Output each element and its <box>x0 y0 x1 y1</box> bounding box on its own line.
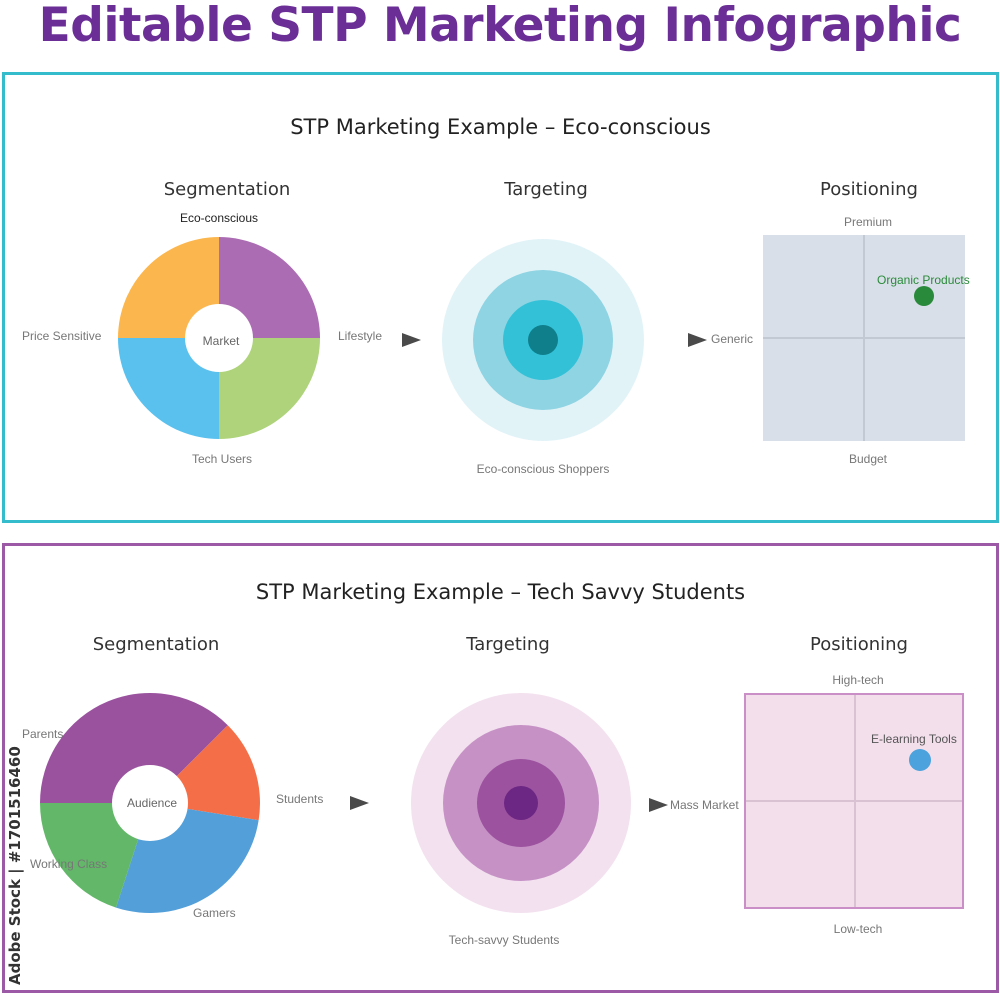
donut-slice-students <box>40 693 228 803</box>
segmentation-donut <box>118 237 320 439</box>
axis-label-bottom: Budget <box>848 452 888 466</box>
segment-label-top: Eco-conscious <box>179 211 259 225</box>
target-ring-4 <box>504 786 538 820</box>
axis-label-left: Mass Market <box>670 798 739 812</box>
segmentation-title: Segmentation <box>92 634 220 655</box>
target-label: Tech-savvy Students <box>448 933 560 947</box>
axis-label-top: High-tech <box>832 673 884 687</box>
segmentation-title: Segmentation <box>163 179 291 200</box>
donut-center-label: Market <box>202 334 240 348</box>
donut-hole <box>185 304 253 372</box>
axis-horizontal <box>763 337 965 339</box>
segment-label-left-bottom: Working Class <box>30 857 108 871</box>
panel-heading: STP Marketing Example – Eco-conscious <box>290 115 711 139</box>
targeting-title: Targeting <box>504 179 588 200</box>
target-label: Eco-conscious Shoppers <box>476 462 610 476</box>
segmentation-donut <box>40 693 260 913</box>
targeting-rings <box>442 239 644 441</box>
page-title: Editable STP Marketing Infographic <box>38 0 962 53</box>
position-marker <box>909 749 931 771</box>
positioning-title: Positioning <box>820 179 918 200</box>
panel-tech-savvy-students: STP Marketing Example – Tech Savvy Stude… <box>2 543 999 993</box>
positioning-map: Organic Products <box>763 235 970 441</box>
donut-slice-price-sensitive <box>118 237 219 338</box>
segment-label-left: Price Sensitive <box>22 329 102 343</box>
panel-heading: STP Marketing Example – Tech Savvy Stude… <box>255 580 746 604</box>
positioning-map: E-learning Tools <box>744 693 964 909</box>
targeting-title: Targeting <box>466 634 550 655</box>
positioning-title: Positioning <box>810 634 908 655</box>
segment-label-left-top: Parents <box>22 727 64 741</box>
arrow-icon <box>402 333 421 347</box>
watermark-text: Adobe Stock | #1701516460 <box>6 746 24 985</box>
target-ring-4 <box>528 325 558 355</box>
axis-label-bottom: Low-tech <box>833 922 883 936</box>
axis-horizontal <box>746 800 962 802</box>
arrow-icon <box>649 798 668 812</box>
panel-eco-conscious: STP Marketing Example – Eco-conscious Se… <box>2 72 999 523</box>
donut-slice-lifestyle <box>219 338 320 439</box>
targeting-rings <box>411 693 631 913</box>
point-label: E-learning Tools <box>871 732 957 746</box>
segment-label-bottom: Gamers <box>193 906 236 920</box>
segment-label-right: Students <box>276 792 324 806</box>
arrow-icon <box>350 796 369 810</box>
donut-slice-tech-users <box>118 338 219 439</box>
axis-label-top: Premium <box>843 215 893 229</box>
donut-slice-eco-conscious <box>219 237 320 338</box>
donut-hole <box>112 765 188 841</box>
axis-label-left: Generic <box>711 332 754 346</box>
donut-center-label: Audience <box>126 796 178 810</box>
segment-label-bottom: Tech Users <box>191 452 253 466</box>
point-label: Organic Products <box>877 273 970 287</box>
position-marker <box>914 286 934 306</box>
segment-label-right: Lifestyle <box>338 329 383 343</box>
arrow-icon <box>688 333 707 347</box>
